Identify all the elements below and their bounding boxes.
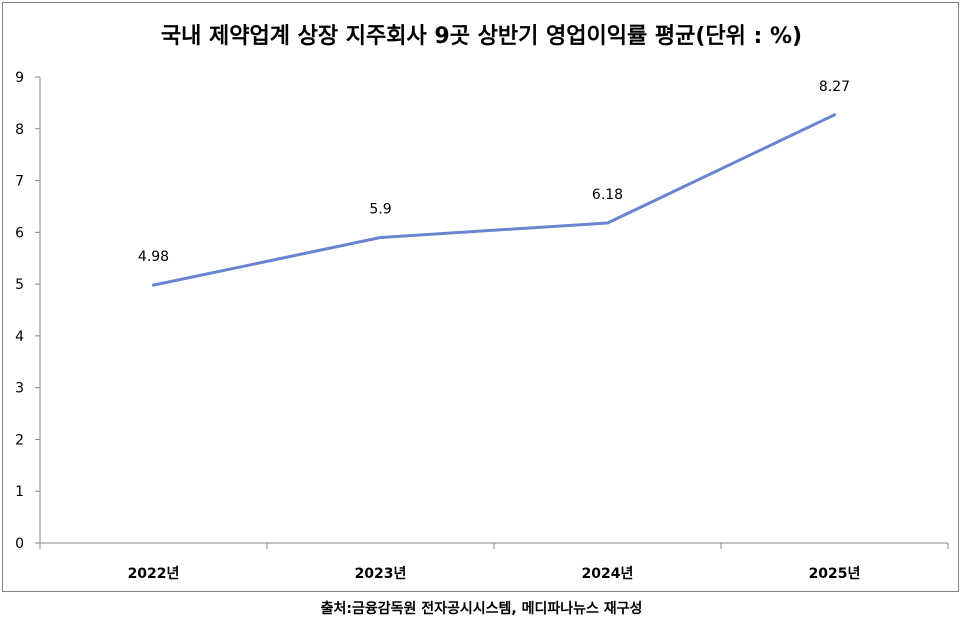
y-tick-label: 2	[15, 432, 24, 448]
data-point	[379, 236, 382, 240]
x-axis: 2022년 2023년 2024년 2025년	[39, 542, 949, 582]
data-label: 8.27	[819, 79, 850, 95]
y-tick-label: 7	[15, 174, 24, 190]
y-tick-label: 8	[15, 122, 24, 138]
data-point	[152, 283, 155, 287]
y-tick-label: 6	[15, 225, 24, 241]
y-axis: 0 1 2 3 4 5 6 7 8 9	[15, 70, 41, 552]
x-tick-label: 2024년	[582, 566, 634, 582]
y-tick-label: 1	[15, 484, 24, 500]
data-label: 5.9	[369, 202, 391, 218]
data-point	[833, 113, 836, 117]
y-tick-label: 3	[15, 381, 24, 397]
series-line	[152, 113, 836, 287]
x-tick-label: 2025년	[809, 566, 861, 582]
y-tick-label: 0	[15, 536, 24, 552]
x-tick-label: 2022년	[128, 566, 180, 582]
y-tick-label: 5	[15, 277, 24, 293]
series-layer	[152, 113, 836, 287]
source-note: 출처:금융감독원 전자공시시스템, 메디파나뉴스 재구성	[320, 601, 643, 617]
data-point	[606, 221, 609, 225]
data-label: 6.18	[592, 187, 623, 203]
y-tick-label: 4	[15, 329, 24, 345]
data-label: 4.98	[138, 249, 169, 265]
chart-frame	[2, 2, 959, 592]
data-labels: 4.98 5.9 6.18 8.27	[138, 79, 850, 265]
x-tick-label: 2023년	[355, 566, 407, 582]
chart-title: 국내 제약업계 상장 지주회사 9곳 상반기 영업이익률 평균(단위 : %)	[160, 24, 803, 49]
y-tick-label: 9	[15, 70, 24, 86]
